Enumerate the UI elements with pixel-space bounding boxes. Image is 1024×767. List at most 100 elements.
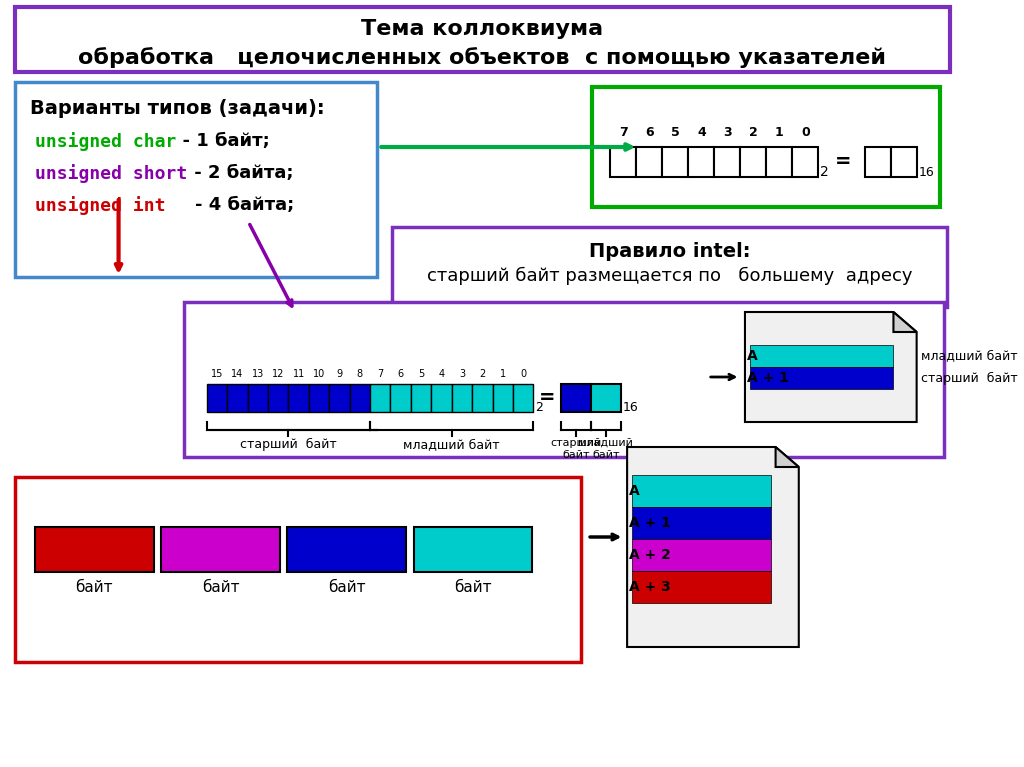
Bar — [431, 384, 452, 412]
Text: unsigned short: unsigned short — [35, 164, 187, 183]
Bar — [161, 527, 280, 572]
Bar — [392, 227, 947, 307]
Text: A + 3: A + 3 — [629, 580, 671, 594]
Text: 5: 5 — [418, 369, 424, 379]
Bar — [227, 384, 248, 412]
Text: 1: 1 — [775, 126, 783, 139]
Text: Правило intel:: Правило intel: — [589, 242, 751, 261]
Bar — [411, 384, 431, 412]
Bar — [513, 384, 534, 412]
Polygon shape — [745, 312, 916, 422]
Text: - 4 байта;: - 4 байта; — [170, 196, 294, 214]
Bar — [750, 345, 894, 367]
Bar — [632, 539, 771, 571]
Bar — [663, 147, 688, 177]
Text: - 1 байт;: - 1 байт; — [170, 132, 269, 150]
Text: байт: байт — [202, 580, 240, 595]
Text: 2: 2 — [820, 165, 828, 179]
Bar — [330, 384, 349, 412]
Text: 14: 14 — [231, 369, 244, 379]
Text: 6: 6 — [645, 126, 653, 139]
Text: 9: 9 — [336, 369, 342, 379]
Bar — [452, 384, 472, 412]
Bar — [750, 367, 894, 389]
Bar — [288, 527, 407, 572]
Text: Тема коллоквиума: Тема коллоквиума — [361, 19, 603, 39]
Text: unsigned int: unsigned int — [35, 196, 166, 215]
Bar — [636, 147, 663, 177]
Bar — [14, 477, 581, 662]
Text: старший
байт: старший байт — [551, 438, 602, 459]
Polygon shape — [627, 447, 799, 647]
Bar — [414, 527, 532, 572]
Bar — [370, 384, 390, 412]
Bar — [493, 384, 513, 412]
Text: младший байт: младший байт — [403, 438, 500, 451]
Text: 1: 1 — [500, 369, 506, 379]
Text: 2: 2 — [749, 126, 758, 139]
Text: =: = — [835, 153, 852, 172]
Bar — [592, 87, 940, 207]
Polygon shape — [775, 447, 799, 467]
Text: A: A — [746, 349, 758, 363]
Bar — [632, 475, 771, 507]
Text: байт: байт — [328, 580, 366, 595]
Text: младший
байт: младший байт — [579, 438, 633, 459]
Bar — [610, 147, 636, 177]
Text: 2: 2 — [536, 401, 543, 414]
Text: - 2 байта;: - 2 байта; — [188, 164, 294, 182]
Text: байт: байт — [455, 580, 492, 595]
Bar — [183, 302, 944, 457]
Text: A + 1: A + 1 — [629, 516, 671, 530]
Bar — [740, 147, 766, 177]
Text: 12: 12 — [272, 369, 285, 379]
Text: 6: 6 — [397, 369, 403, 379]
Bar — [766, 147, 793, 177]
Bar — [35, 527, 154, 572]
Bar — [688, 147, 715, 177]
Text: байт: байт — [76, 580, 114, 595]
Bar — [248, 384, 268, 412]
Bar — [289, 384, 309, 412]
Text: 13: 13 — [252, 369, 264, 379]
Text: 2: 2 — [479, 369, 485, 379]
Text: 0: 0 — [520, 369, 526, 379]
Text: Варианты типов (задачи):: Варианты типов (задачи): — [31, 99, 325, 118]
Text: старший  байт: старший байт — [240, 438, 337, 451]
Text: 16: 16 — [919, 166, 934, 179]
Bar — [472, 384, 493, 412]
Bar — [632, 571, 771, 603]
Text: 16: 16 — [623, 401, 638, 414]
Text: 3: 3 — [459, 369, 465, 379]
Text: unsigned char: unsigned char — [35, 132, 176, 151]
Text: =: = — [539, 389, 556, 407]
Text: 7: 7 — [377, 369, 383, 379]
Text: 4: 4 — [438, 369, 444, 379]
Bar — [309, 384, 330, 412]
Text: старший байт размещается по   большему  адресу: старший байт размещается по большему адр… — [427, 267, 912, 285]
Text: A + 2: A + 2 — [629, 548, 671, 562]
Bar — [268, 384, 289, 412]
Text: обработка   целочисленных объектов  с помощью указателей: обработка целочисленных объектов с помощ… — [79, 47, 887, 68]
Text: 10: 10 — [313, 369, 326, 379]
Text: 4: 4 — [697, 126, 706, 139]
Bar — [715, 147, 740, 177]
Text: 5: 5 — [671, 126, 680, 139]
Bar — [632, 507, 771, 539]
Text: A + 1: A + 1 — [746, 371, 788, 385]
Text: 15: 15 — [211, 369, 223, 379]
Bar — [349, 384, 370, 412]
Text: 3: 3 — [723, 126, 731, 139]
Bar — [591, 384, 621, 412]
Bar — [14, 7, 950, 72]
Text: 11: 11 — [293, 369, 305, 379]
Bar — [793, 147, 818, 177]
Bar — [207, 384, 227, 412]
Bar — [891, 147, 916, 177]
Text: 8: 8 — [356, 369, 362, 379]
Text: 7: 7 — [620, 126, 628, 139]
Bar — [14, 82, 377, 277]
Text: старший  байт: старший байт — [922, 371, 1018, 384]
Text: младший байт: младший байт — [922, 350, 1018, 363]
Bar — [561, 384, 591, 412]
